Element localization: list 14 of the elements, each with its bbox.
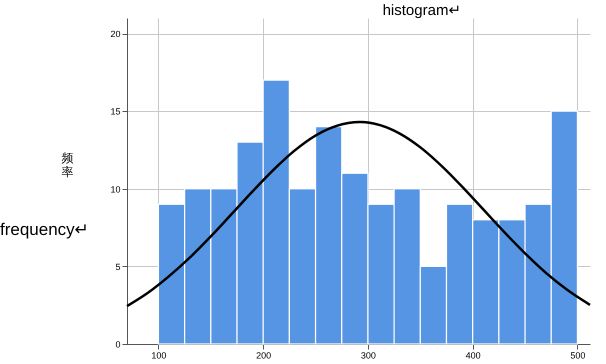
x-tick-label: 300: [360, 350, 376, 360]
y-tick-label: 20: [110, 29, 120, 40]
x-tick-label: 500: [570, 350, 586, 360]
y-axis-title: 频率: [62, 151, 74, 180]
x-tick-label: 200: [256, 350, 272, 360]
chart-title: histogram↵: [382, 2, 462, 19]
x-tick-label: 400: [466, 350, 481, 360]
line-series: [126, 120, 592, 308]
y-tick-label: 0: [115, 340, 120, 350]
y-tick-label: 15: [110, 106, 120, 117]
x-tick-label: 100: [151, 350, 166, 360]
text: frequency↵: [0, 220, 89, 239]
y-tick-label: 5: [115, 262, 120, 272]
y-tick-label: 10: [110, 184, 120, 194]
